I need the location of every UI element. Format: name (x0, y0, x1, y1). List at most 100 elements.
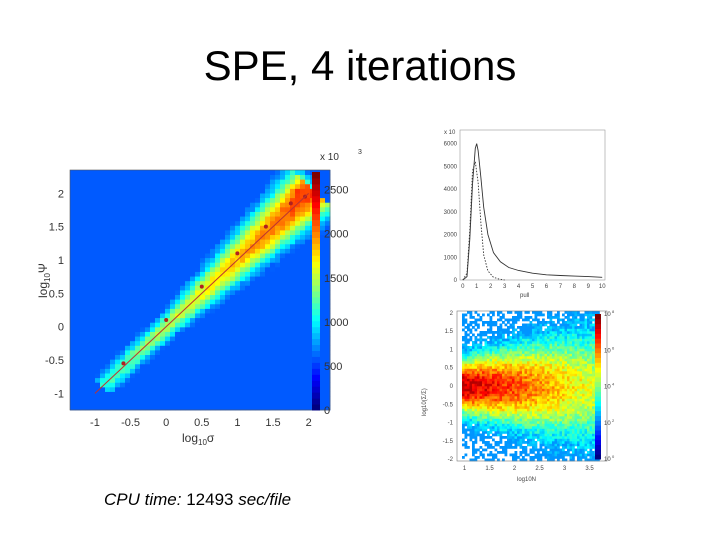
heatmap-cell (195, 285, 201, 291)
heatmap-cell (482, 391, 485, 394)
heatmap-cell (210, 308, 216, 314)
heatmap-cell (482, 383, 485, 387)
heatmap-cell (509, 406, 513, 409)
heatmap-cell (477, 368, 480, 372)
heatmap-cell (135, 368, 141, 374)
heatmap-cell (275, 216, 281, 222)
heatmap-cell (484, 321, 488, 324)
heatmap-cell (554, 436, 558, 439)
heatmap-cell (190, 211, 196, 217)
heatmap-cell (140, 266, 146, 272)
heatmap-cell (539, 428, 543, 432)
heatmap-cell (280, 239, 286, 245)
heatmap-cell (200, 382, 206, 388)
heatmap-cell (90, 340, 96, 346)
heatmap-cell (285, 174, 291, 180)
heatmap-cell (512, 361, 515, 364)
heatmap-cell (564, 451, 568, 454)
heatmap-cell (120, 322, 126, 328)
heatmap-cell (469, 311, 473, 314)
heatmap-cell (517, 388, 520, 392)
heatmap-cell (325, 363, 331, 369)
heatmap-cell (80, 373, 86, 379)
heatmap-cell (180, 253, 186, 259)
heatmap-cell (295, 308, 301, 314)
heatmap-cell (260, 336, 266, 342)
x-tick-label: 1 (475, 284, 479, 290)
heatmap-cell (275, 405, 281, 411)
heatmap-cell (210, 359, 216, 365)
heatmap-cell (260, 280, 266, 286)
heatmap-cell (215, 391, 221, 397)
heatmap-cell (140, 377, 146, 383)
heatmap-cell (562, 386, 565, 389)
heatmap-cell (125, 257, 131, 263)
heatmap-cell (527, 328, 530, 332)
heatmap-cell (260, 211, 266, 217)
heatmap-cell (260, 170, 266, 176)
heatmap-cell (180, 322, 186, 328)
heatmap-cell (489, 386, 493, 389)
heatmap-cell (85, 262, 91, 268)
heatmap-cell (534, 383, 538, 387)
heatmap-cell (469, 373, 473, 377)
heatmap-cell (290, 377, 296, 383)
heatmap-cell (524, 363, 528, 367)
heatmap-cell (472, 441, 475, 444)
heatmap-cell (479, 366, 483, 369)
colorbar-tick-label: 0 (324, 405, 330, 417)
heatmap-cell (462, 381, 465, 384)
heatmap-cell (534, 356, 538, 359)
colorbar-step (312, 219, 320, 227)
heatmap-cell (532, 361, 535, 364)
heatmap-cell (210, 336, 216, 342)
heatmap-cell (509, 443, 513, 447)
heatmap-cell (539, 326, 543, 329)
heatmap-cell (464, 408, 468, 412)
heatmap-cell (484, 346, 488, 349)
heatmap-cell (529, 393, 533, 397)
heatmap-cell (320, 345, 326, 351)
heatmap-cell (564, 428, 568, 432)
heatmap-cell (325, 230, 331, 236)
heatmap-cell (524, 353, 528, 357)
heatmap-cell (285, 193, 291, 199)
heatmap-cell (467, 418, 470, 422)
heatmap-cell (155, 400, 161, 406)
heatmap-cell (200, 271, 206, 277)
heatmap-cell (492, 343, 495, 347)
heatmap-cell (519, 458, 523, 462)
heatmap-cell (260, 193, 266, 199)
heatmap-cell (100, 206, 106, 212)
heatmap-cell (95, 225, 101, 231)
heatmap-cell (529, 396, 533, 399)
heatmap-cell (522, 433, 525, 437)
heatmap-cell (255, 216, 261, 222)
heatmap-cell (509, 383, 513, 387)
heatmap-cell (524, 351, 528, 354)
heatmap-cell (514, 406, 518, 409)
heatmap-cell (522, 428, 525, 432)
heatmap-cell (180, 248, 186, 254)
heatmap-cell (295, 294, 301, 300)
heatmap-cell (285, 206, 291, 212)
heatmap-cell (517, 378, 520, 382)
heatmap-cell (265, 294, 271, 300)
heatmap-cell (305, 373, 311, 379)
heatmap-cell (90, 197, 96, 203)
heatmap-cell (255, 179, 261, 185)
heatmap-cell (155, 262, 161, 268)
heatmap-cell (492, 341, 495, 344)
heatmap-cell (557, 441, 560, 444)
heatmap-cell (305, 391, 311, 397)
heatmap-cell (514, 386, 518, 389)
heatmap-cell (522, 366, 525, 369)
heatmap-cell (522, 413, 525, 417)
heatmap-cell (215, 285, 221, 291)
heatmap-cell (125, 206, 131, 212)
heatmap-cell (185, 225, 191, 231)
heatmap-cell (320, 230, 326, 236)
heatmap-cell (509, 371, 513, 374)
heatmap-cell (95, 405, 101, 411)
heatmap-cell (512, 358, 515, 362)
